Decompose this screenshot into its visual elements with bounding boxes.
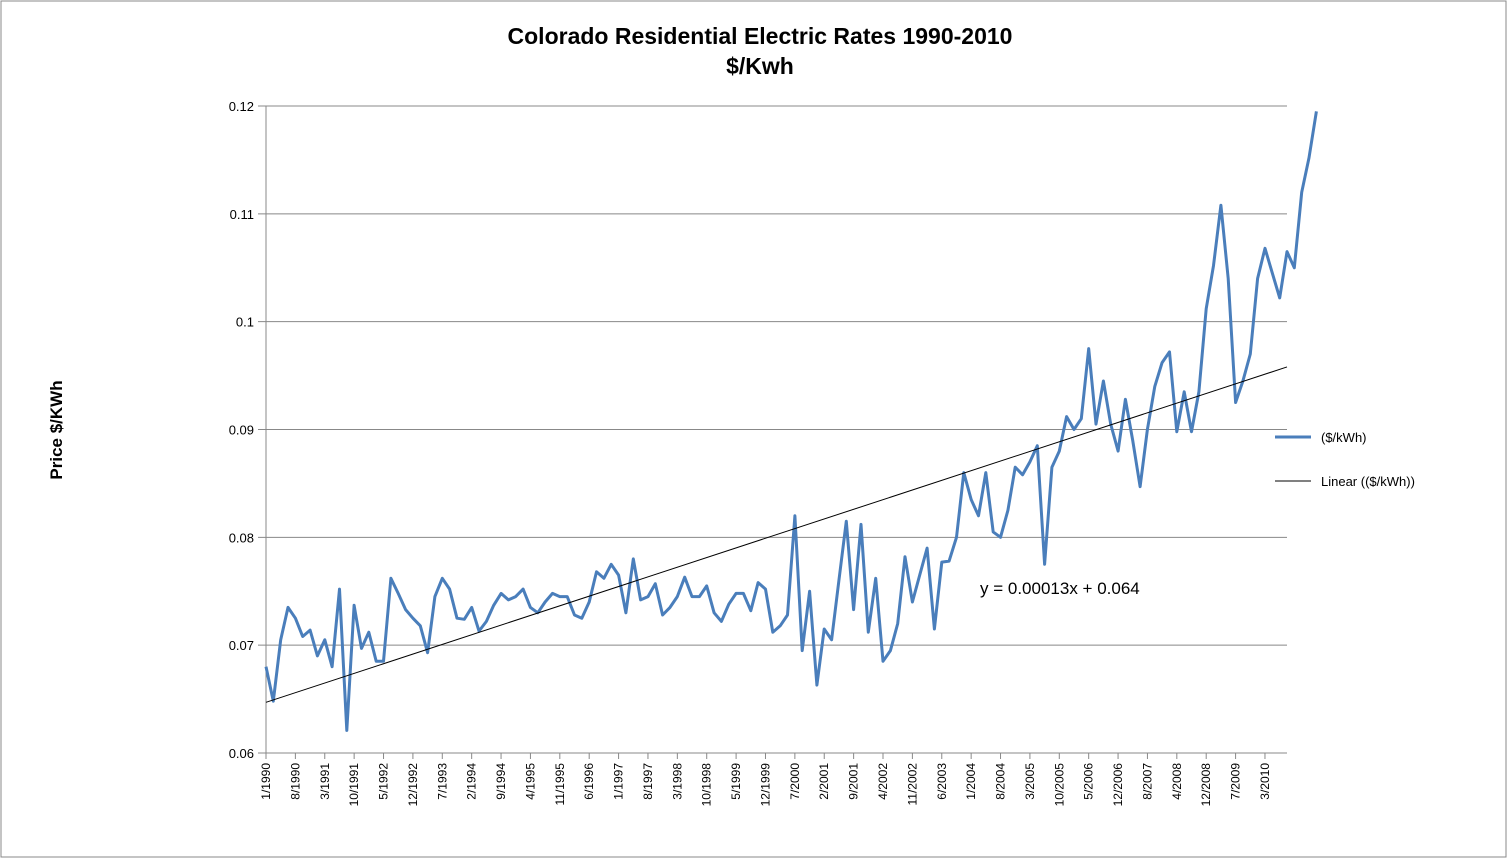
y-axis-label: Price $/KWh xyxy=(47,380,66,479)
x-tick-label: 5/1992 xyxy=(377,763,391,800)
x-tick-label: 4/1995 xyxy=(523,763,537,800)
x-tick-label: 7/2009 xyxy=(1229,763,1243,800)
x-tick-label: 1/1997 xyxy=(612,763,626,800)
x-tick-label: 1/2004 xyxy=(964,763,978,800)
y-tick-label: 0.06 xyxy=(229,746,254,761)
y-tick-label: 0.09 xyxy=(229,423,254,438)
x-tick-label: 6/2003 xyxy=(935,763,949,800)
y-tick-label: 0.1 xyxy=(236,315,254,330)
x-tick-label: 7/1993 xyxy=(435,763,449,800)
x-tick-label: 8/2007 xyxy=(1140,763,1154,800)
x-tick-label: 4/2002 xyxy=(876,763,890,800)
x-tick-label: 1/1990 xyxy=(259,763,273,800)
chart-title: Colorado Residential Electric Rates 1990… xyxy=(508,23,1013,49)
x-tick-label: 12/1992 xyxy=(406,763,420,807)
y-tick-label: 0.11 xyxy=(230,207,254,222)
x-tick-label: 8/2004 xyxy=(994,763,1008,800)
x-tick-label: 2/1994 xyxy=(465,763,479,800)
x-tick-label: 5/1999 xyxy=(729,763,743,800)
x-tick-label: 11/1995 xyxy=(553,763,567,806)
x-tick-label: 3/1991 xyxy=(318,763,332,800)
x-tick-label: 2/2001 xyxy=(817,763,831,800)
x-tick-label: 6/1996 xyxy=(582,763,596,800)
x-tick-label: 10/2005 xyxy=(1052,763,1066,807)
chart-subtitle: $/Kwh xyxy=(726,53,794,79)
x-tick-label: 5/2006 xyxy=(1082,763,1096,800)
y-tick-label: 0.12 xyxy=(229,99,254,114)
y-tick-label: 0.08 xyxy=(229,530,254,545)
x-tick-label: 11/2002 xyxy=(905,763,919,806)
x-tick-label: 7/2000 xyxy=(788,763,802,800)
x-tick-label: 12/2008 xyxy=(1199,763,1213,807)
x-tick-label: 4/2008 xyxy=(1170,763,1184,800)
x-tick-label: 3/2005 xyxy=(1023,763,1037,800)
y-tick-label: 0.07 xyxy=(229,638,254,653)
x-tick-label: 3/2010 xyxy=(1258,763,1272,800)
x-tick-label: 12/2006 xyxy=(1111,763,1125,807)
x-tick-label: 8/1997 xyxy=(641,763,655,800)
data-line xyxy=(264,111,1318,732)
x-tick-label: 8/1990 xyxy=(288,763,302,800)
x-tick-label: 9/1994 xyxy=(494,763,508,800)
trend-equation: y = 0.00013x + 0.064 xyxy=(980,579,1140,598)
trend-line xyxy=(265,366,1288,703)
x-tick-label: 9/2001 xyxy=(847,763,861,800)
legend-label: Linear (($/kWh)) xyxy=(1321,474,1415,489)
x-tick-label: 3/1998 xyxy=(670,763,684,800)
x-tick-label: 12/1999 xyxy=(758,763,772,807)
legend-label: ($/kWh) xyxy=(1321,430,1367,445)
x-tick-label: 10/1991 xyxy=(347,763,361,807)
x-tick-label: 10/1998 xyxy=(700,763,714,807)
